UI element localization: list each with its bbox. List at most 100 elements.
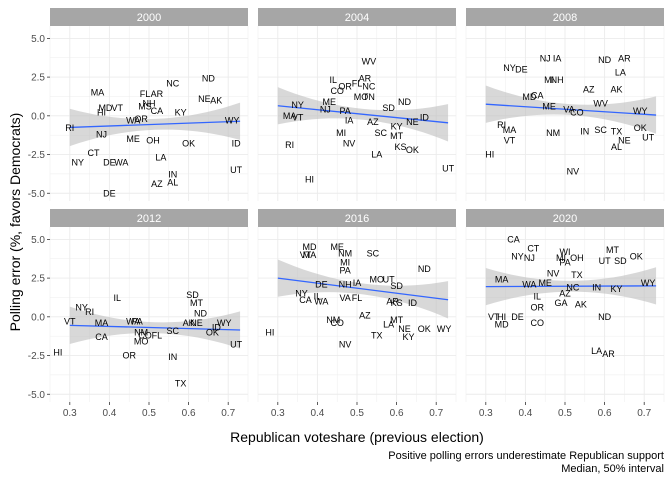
y-tick-label: 2.5 bbox=[31, 73, 45, 84]
state-label: VT bbox=[292, 112, 304, 122]
state-label: ME bbox=[538, 278, 552, 288]
state-label: HI bbox=[53, 347, 62, 357]
state-label: LA bbox=[383, 320, 394, 330]
state-label: MD bbox=[495, 320, 509, 330]
state-label: WA bbox=[114, 157, 128, 167]
state-label: NE bbox=[398, 324, 411, 334]
state-label: NY bbox=[71, 157, 84, 167]
x-tick-label: 0.7 bbox=[637, 408, 651, 419]
state-label: LA bbox=[591, 346, 602, 356]
state-label: IL bbox=[534, 292, 542, 302]
state-label: LA bbox=[615, 67, 626, 77]
state-label: WY bbox=[633, 106, 648, 116]
facet-strip bbox=[50, 209, 248, 227]
x-tick-label: 0.6 bbox=[182, 408, 196, 419]
state-label: WA bbox=[314, 296, 328, 306]
x-tick-label: 0.7 bbox=[429, 408, 443, 419]
state-label: SC bbox=[367, 248, 380, 258]
facet-title: 2020 bbox=[553, 213, 577, 225]
state-label: NV bbox=[547, 268, 560, 278]
facet-title: 2016 bbox=[345, 213, 369, 225]
state-label: MT bbox=[390, 131, 403, 141]
state-label: NH bbox=[339, 279, 352, 289]
state-label: MD bbox=[98, 103, 112, 113]
state-label: WA bbox=[126, 316, 140, 326]
state-label: ME bbox=[330, 242, 344, 252]
state-label: RI bbox=[497, 120, 506, 130]
state-label: ND bbox=[194, 309, 207, 319]
state-label: NJ bbox=[320, 105, 331, 115]
state-label: WY bbox=[217, 318, 232, 328]
facet-title: 2000 bbox=[137, 12, 161, 24]
state-label: NC bbox=[166, 78, 179, 88]
state-label: ND bbox=[398, 97, 411, 107]
y-tick-label: 5.0 bbox=[31, 235, 45, 246]
state-label: VT bbox=[112, 103, 124, 113]
facet-strip bbox=[50, 8, 248, 26]
state-label: IN bbox=[592, 282, 601, 292]
x-tick-label: 0.7 bbox=[221, 408, 235, 419]
state-label: IA bbox=[345, 115, 354, 125]
state-label: WA bbox=[126, 115, 140, 125]
facet-strip bbox=[258, 209, 456, 227]
state-label: PA bbox=[339, 106, 350, 116]
state-label: VT bbox=[64, 316, 76, 326]
state-label: CA bbox=[151, 106, 164, 116]
state-label: CO bbox=[570, 108, 584, 118]
state-label: VA bbox=[339, 293, 350, 303]
state-label: MD bbox=[522, 92, 536, 102]
state-label: NC bbox=[362, 81, 375, 91]
state-label: KY bbox=[402, 332, 414, 342]
state-label: AZ bbox=[151, 179, 163, 189]
state-label: MT bbox=[190, 298, 203, 308]
state-label: CT bbox=[88, 148, 100, 158]
state-label: WV bbox=[362, 57, 377, 67]
state-label: SD bbox=[186, 290, 199, 300]
state-label: MA bbox=[495, 275, 509, 285]
state-label: AK bbox=[610, 84, 622, 94]
state-label: NC bbox=[566, 282, 579, 292]
state-label: NV bbox=[567, 167, 580, 177]
state-label: CT bbox=[527, 244, 539, 254]
state-label: AZ bbox=[359, 310, 371, 320]
y-tick-label: -5.0 bbox=[28, 390, 46, 401]
trend-line bbox=[277, 277, 449, 301]
state-label: NE bbox=[190, 318, 203, 328]
state-label: MI bbox=[340, 258, 350, 268]
x-tick-label: 0.6 bbox=[598, 408, 612, 419]
state-label: ND bbox=[418, 264, 431, 274]
trend-line bbox=[485, 285, 657, 288]
x-tick-label: 0.5 bbox=[142, 408, 156, 419]
state-label: AR bbox=[618, 54, 631, 64]
state-label: NE bbox=[618, 136, 631, 146]
state-label: NJ bbox=[540, 54, 551, 64]
state-label: RI bbox=[65, 123, 74, 133]
state-label: DE bbox=[315, 279, 328, 289]
state-label: AK bbox=[210, 95, 222, 105]
trend-line bbox=[69, 324, 241, 331]
state-label: DE bbox=[511, 312, 524, 322]
state-label: SD bbox=[382, 103, 395, 113]
state-label: PA bbox=[131, 316, 142, 326]
state-label: WI bbox=[560, 247, 571, 257]
state-label: UT bbox=[230, 340, 242, 350]
state-label: AL bbox=[611, 142, 622, 152]
y-tick-label: 0.0 bbox=[31, 312, 45, 323]
trend-line bbox=[485, 103, 657, 116]
state-label: WY bbox=[225, 115, 240, 125]
state-label: NE bbox=[406, 117, 419, 127]
state-label: AZ bbox=[367, 117, 379, 127]
state-label: FL bbox=[152, 330, 163, 340]
state-label: MI bbox=[336, 128, 346, 138]
x-axis-label: Republican voteshare (previous election) bbox=[230, 429, 484, 445]
state-label: UT bbox=[383, 275, 395, 285]
state-label: WA bbox=[522, 279, 536, 289]
y-tick-label: -2.5 bbox=[28, 150, 46, 161]
state-label: MT bbox=[390, 315, 403, 325]
state-label: IA bbox=[353, 278, 362, 288]
state-label: HI bbox=[497, 312, 506, 322]
state-label: AR bbox=[151, 89, 164, 99]
state-label: NV bbox=[343, 139, 356, 149]
state-label: CO bbox=[330, 86, 344, 96]
